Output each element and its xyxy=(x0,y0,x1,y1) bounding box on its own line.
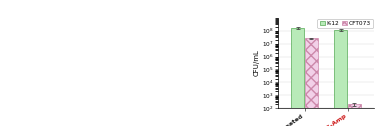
Text: DGE-Amp: DGE-Amp xyxy=(318,113,347,126)
Text: Untreated: Untreated xyxy=(273,113,305,126)
Bar xyxy=(305,38,318,126)
Legend: K-12, CFT073: K-12, CFT073 xyxy=(318,19,373,28)
Y-axis label: CFU/mL: CFU/mL xyxy=(254,50,260,76)
Bar xyxy=(291,28,304,126)
Bar xyxy=(334,30,347,126)
Bar xyxy=(348,104,361,126)
